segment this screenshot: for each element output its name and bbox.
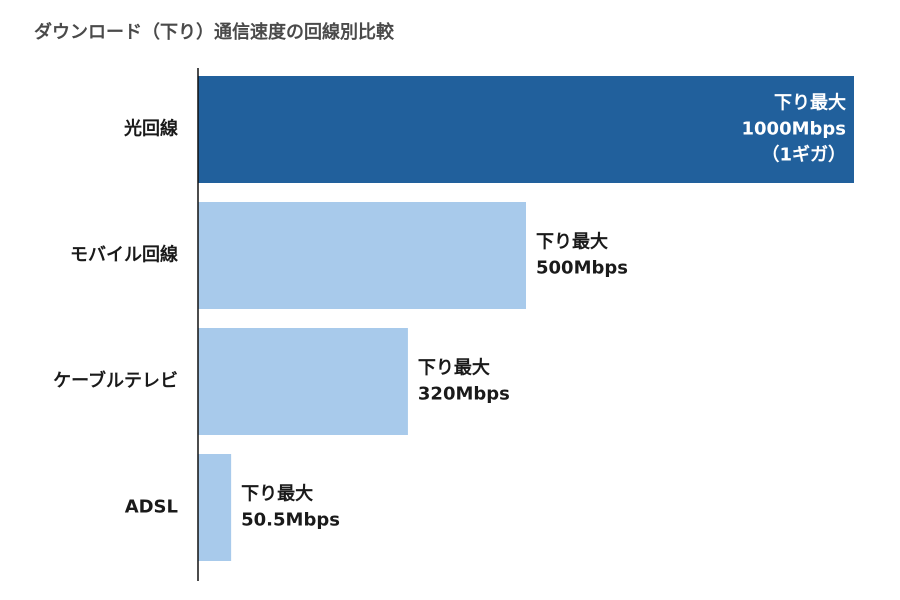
data-label-0-1: 1000Mbps	[742, 119, 847, 140]
bar-2	[198, 328, 408, 435]
data-label-3-0: 下り最大	[241, 483, 313, 505]
category-label-0: 光回線	[123, 118, 178, 140]
bar-3	[198, 454, 232, 561]
bar-0	[198, 76, 854, 183]
category-label-2: ケーブルテレビ	[53, 370, 178, 392]
data-label-2-0: 下り最大	[418, 357, 490, 379]
chart-title: ダウンロード（下り）通信速度の回線別比較	[34, 22, 394, 43]
data-label-1-1: 500Mbps	[536, 258, 628, 279]
data-label-0-0: 下り最大	[774, 92, 846, 114]
data-label-1-0: 下り最大	[536, 231, 608, 253]
data-label-0-2: （1ギガ）	[761, 145, 846, 166]
category-label-1: モバイル回線	[70, 244, 178, 266]
bar-1	[198, 202, 526, 309]
category-label-3: ADSL	[125, 497, 178, 518]
data-label-3-1: 50.5Mbps	[241, 510, 340, 531]
data-label-2-1: 320Mbps	[418, 384, 510, 405]
